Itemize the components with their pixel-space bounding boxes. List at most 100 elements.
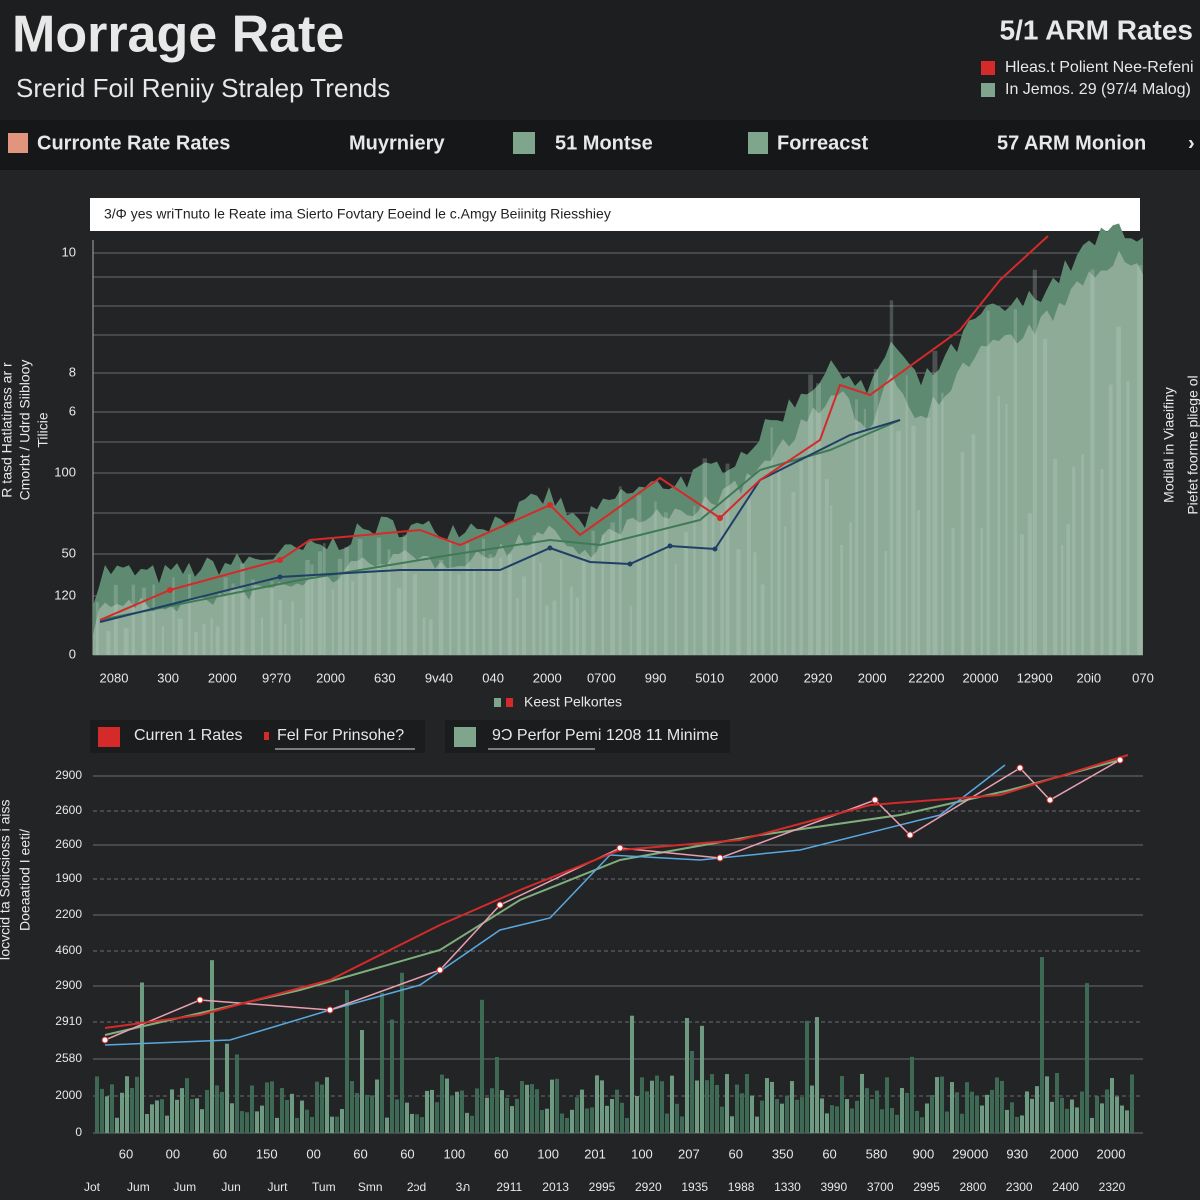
tab[interactable]: 57 ARM Monion xyxy=(997,132,1146,154)
texture-bar xyxy=(235,1054,239,1133)
texture-bar xyxy=(532,535,536,655)
texture-bar xyxy=(910,1056,914,1133)
legend-swatch xyxy=(506,698,513,707)
texture-bar xyxy=(120,1092,124,1133)
texture-bar xyxy=(1053,458,1058,655)
texture-bar xyxy=(515,1098,519,1133)
texture-bar xyxy=(720,512,724,655)
texture-bar xyxy=(835,1106,839,1133)
texture-bar xyxy=(435,1102,439,1133)
texture-bar xyxy=(270,1081,274,1133)
tab[interactable]: 51 Montse xyxy=(555,132,653,154)
texture-bar xyxy=(645,535,649,655)
texture-bar xyxy=(240,1111,244,1133)
texture-bar xyxy=(889,300,894,655)
x-tick-label-2: Smn xyxy=(358,1180,383,1194)
texture-bar xyxy=(1090,1117,1094,1133)
texture-bar xyxy=(615,1089,619,1133)
banner-text: 3/Φ yes wriTnuto le Reate ima Sierto Fov… xyxy=(104,206,611,222)
y-tick-label: 4600 xyxy=(55,943,82,957)
texture-bar xyxy=(387,549,391,655)
texture-bar xyxy=(824,479,829,655)
x-tick-label: 930 xyxy=(1006,1146,1028,1161)
x-tick-label: 350 xyxy=(772,1146,794,1161)
texture-bar xyxy=(685,1018,689,1133)
tab[interactable]: Forreacst xyxy=(777,132,868,154)
texture-bar xyxy=(945,1111,949,1133)
texture-bar xyxy=(970,1091,974,1133)
texture-bar xyxy=(916,509,921,655)
texture-bar xyxy=(521,576,526,655)
texture-bar xyxy=(895,1114,899,1133)
texture-bar xyxy=(215,626,220,655)
x-tick-label: 2000 xyxy=(1050,1146,1079,1161)
texture-bar xyxy=(177,618,183,655)
texture-bar xyxy=(106,630,111,655)
legend-label: Fel For Prinsohe? xyxy=(277,727,404,744)
texture-bar xyxy=(645,1091,649,1133)
texture-bar xyxy=(790,1081,794,1133)
dot xyxy=(627,561,633,567)
texture-bar xyxy=(870,1099,874,1133)
texture-bar xyxy=(700,1025,704,1133)
texture-bar xyxy=(405,1102,409,1133)
x-tick-label: 100 xyxy=(631,1146,653,1161)
texture-bar xyxy=(695,1080,699,1133)
texture-bar xyxy=(305,1109,309,1133)
tab[interactable]: Curronte Rate Rates xyxy=(37,132,230,154)
texture-bar xyxy=(1080,1091,1084,1133)
y-tick-label: 2580 xyxy=(55,1051,82,1065)
texture-bar xyxy=(465,1112,469,1133)
texture-bar xyxy=(337,558,343,655)
texture-bar xyxy=(1060,544,1064,655)
tab[interactable]: Muyrniery xyxy=(349,132,445,154)
y-tick-label: 50 xyxy=(62,545,76,560)
x-tick-label: 60 xyxy=(400,1146,414,1161)
texture-bar xyxy=(430,1089,434,1133)
texture-bar xyxy=(884,550,888,655)
texture-bar xyxy=(255,1111,259,1133)
legend-swatch xyxy=(454,727,476,747)
dot xyxy=(167,587,173,593)
y-tick-label: 120 xyxy=(54,587,76,602)
texture-bar xyxy=(980,527,984,655)
texture-bar xyxy=(265,1082,269,1133)
x-tick-label-2: 2995 xyxy=(913,1180,940,1194)
texture-bar xyxy=(190,1099,194,1133)
texture-bar xyxy=(755,1116,759,1133)
texture-bar xyxy=(580,1089,584,1133)
texture-bar xyxy=(1072,466,1076,655)
texture-bar xyxy=(1085,983,1089,1133)
texture-bar xyxy=(325,1077,329,1133)
texture-bar xyxy=(830,1105,834,1133)
texture-bar xyxy=(260,617,264,655)
texture-bar xyxy=(290,1093,294,1133)
texture-bar xyxy=(777,465,781,655)
header-bg xyxy=(0,0,1200,120)
y-axis-title: Iocvcid ta Soiicsioss i aiss xyxy=(0,799,13,960)
dot xyxy=(326,1006,334,1014)
right-title: 5/1 ARM Rates xyxy=(1000,14,1193,45)
x-tick-label: 300 xyxy=(157,670,179,685)
texture-bar xyxy=(1027,513,1033,655)
texture-bar xyxy=(1075,1107,1079,1133)
texture-bar xyxy=(155,1100,159,1133)
x-tick-label: 2000 xyxy=(749,670,778,685)
tab-swatch xyxy=(748,132,768,154)
texture-bar xyxy=(896,431,901,655)
x-tick-label: 60 xyxy=(822,1146,836,1161)
x-tick-label: 2000 xyxy=(316,670,345,685)
dot xyxy=(717,515,723,521)
x-tick-label: 60 xyxy=(494,1146,508,1161)
x-tick-label-2: 1330 xyxy=(774,1180,801,1194)
texture-bar xyxy=(873,368,879,655)
texture-bar xyxy=(1000,1080,1004,1133)
texture-bar xyxy=(278,599,282,655)
texture-bar xyxy=(690,1050,694,1133)
texture-bar xyxy=(750,1095,754,1133)
tab-arrow[interactable]: › xyxy=(1188,132,1195,154)
y-tick-label: 10 xyxy=(62,244,76,259)
texture-bar xyxy=(188,574,191,655)
texture-bar xyxy=(516,597,519,655)
